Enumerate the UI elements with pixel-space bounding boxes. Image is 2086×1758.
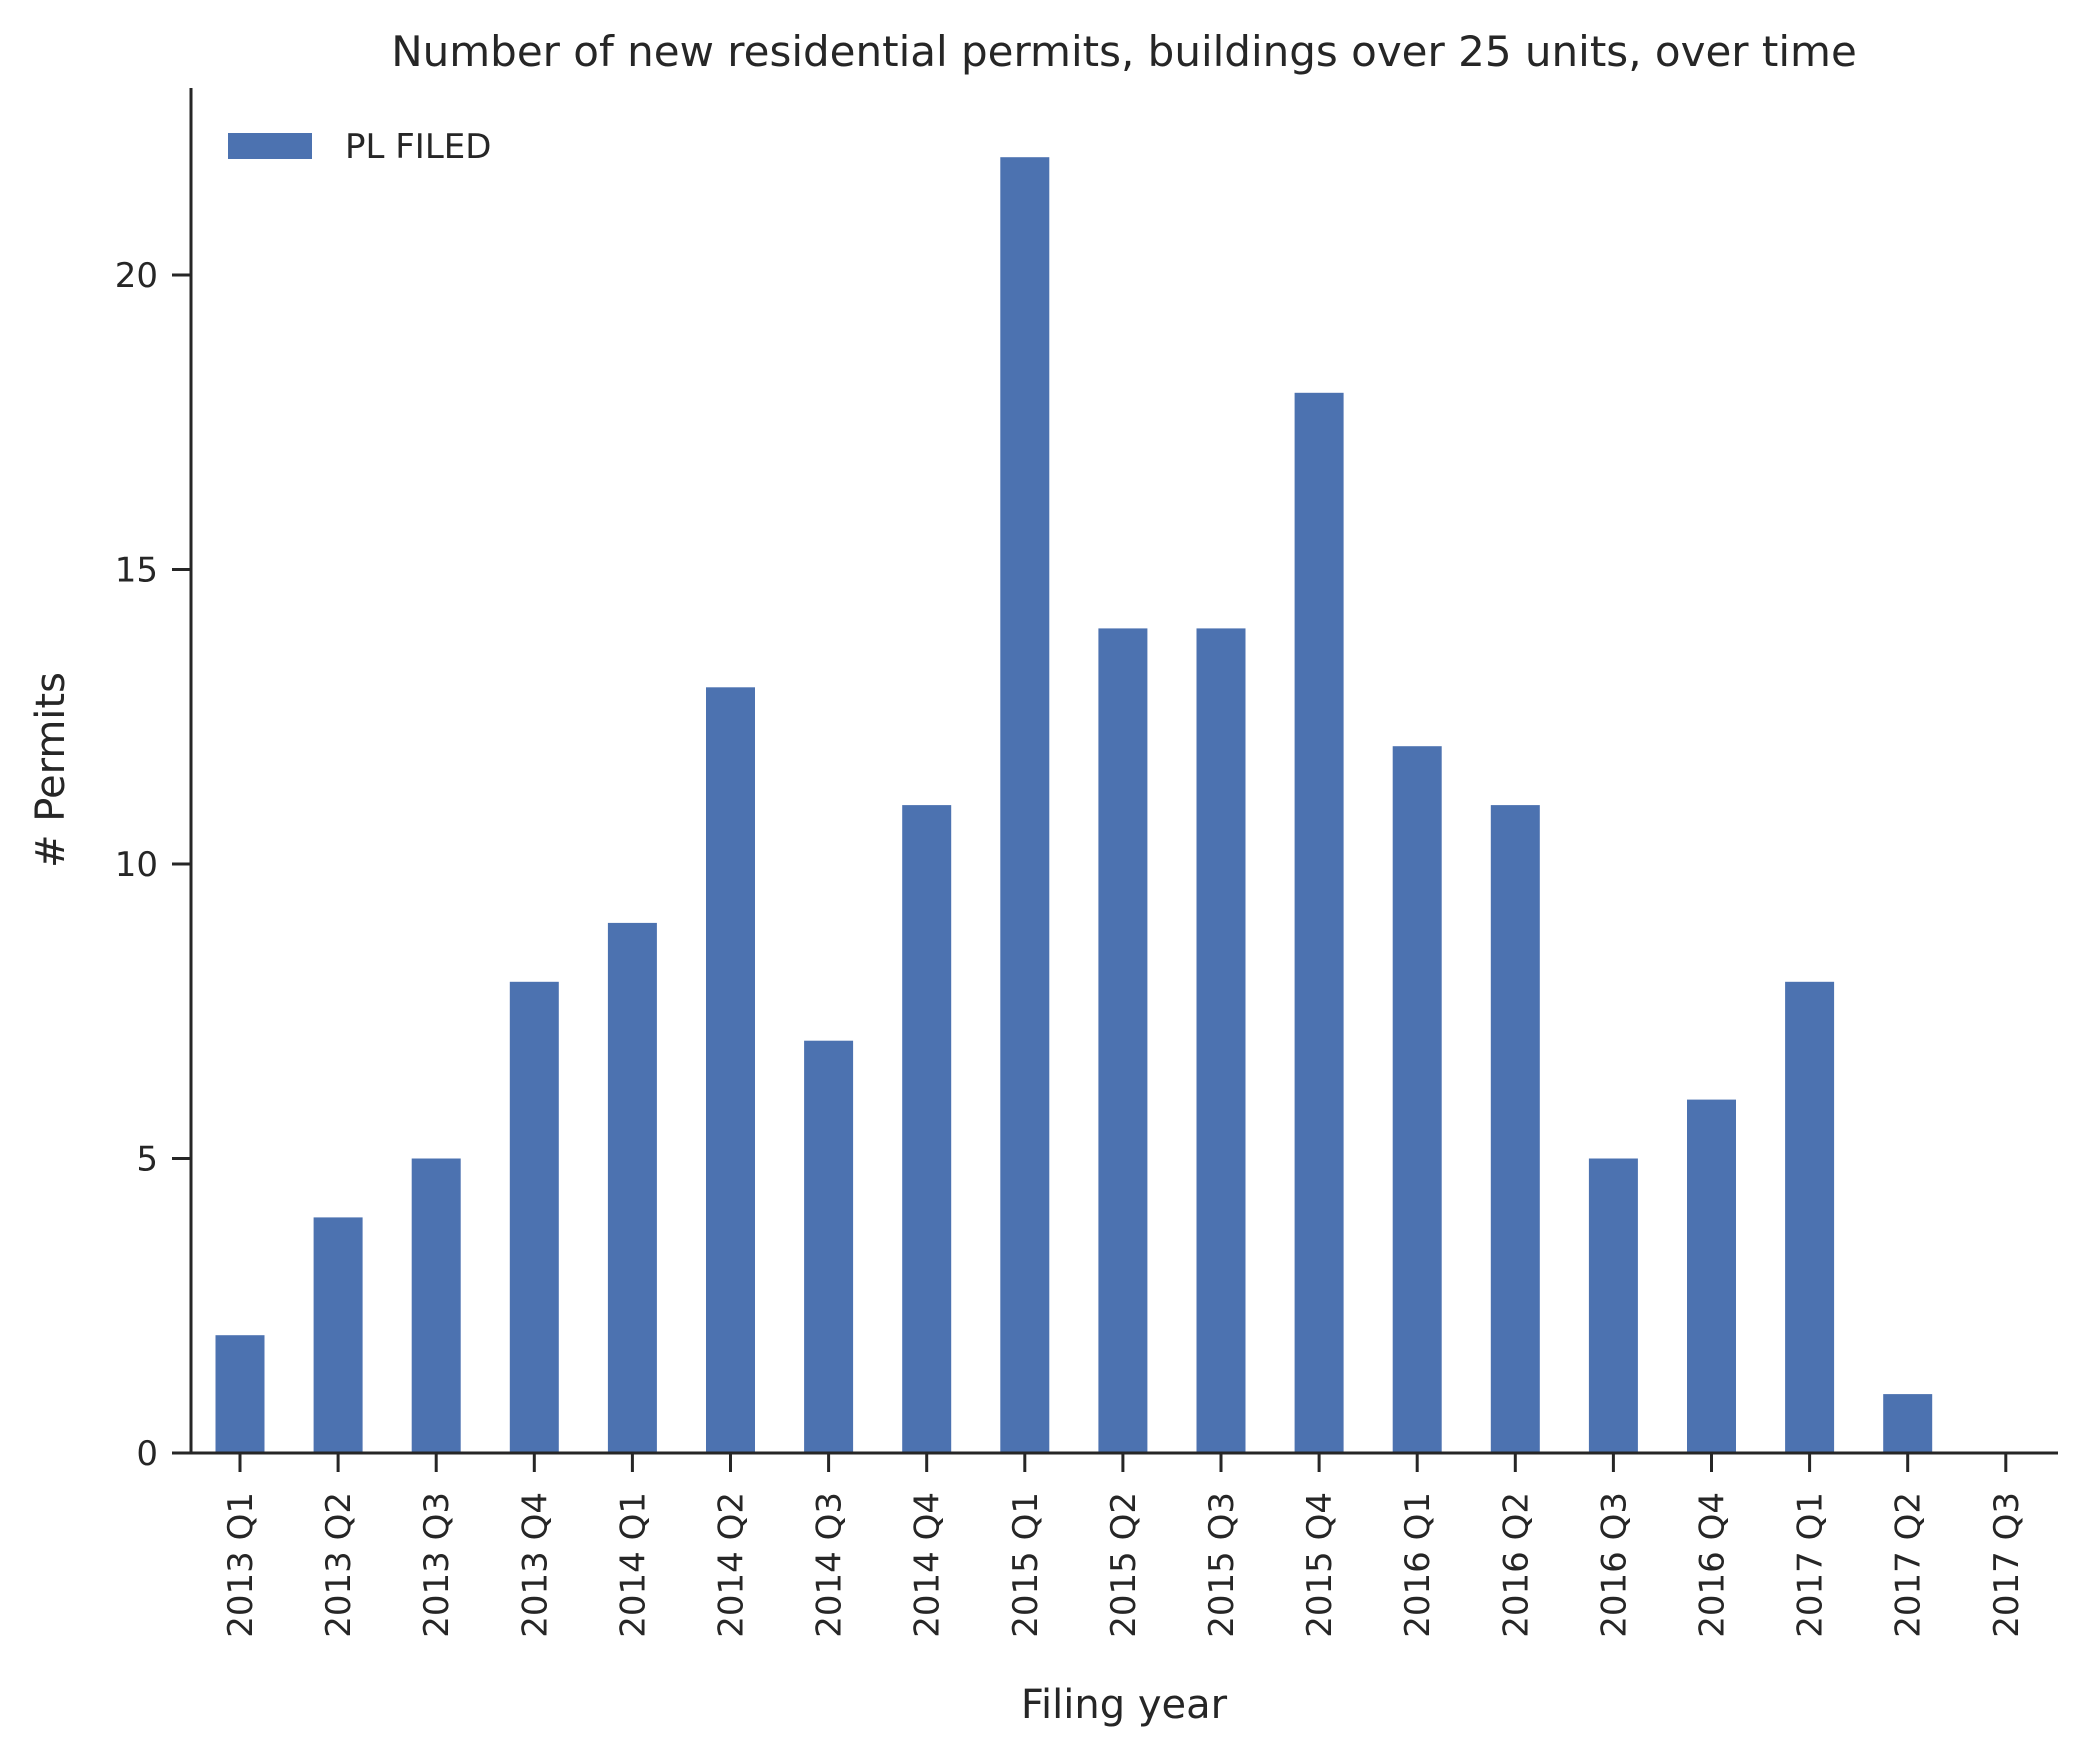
x-tick-label-2015-q4: 2015 Q4	[1300, 1492, 1340, 1638]
bar-2015-q1	[1000, 157, 1050, 1454]
legend-label-pl-filed: PL FILED	[345, 127, 491, 167]
bar-2015-q2	[1098, 628, 1148, 1453]
x-tick-label-2016-q2: 2016 Q2	[1496, 1492, 1536, 1638]
x-tick-label-2014-q3: 2014 Q3	[810, 1492, 850, 1638]
y-ticks-layer: 0 5 10 15 20	[115, 256, 191, 1474]
bars-layer	[215, 157, 1933, 1454]
x-tick-label-2014-q1: 2014 Q1	[613, 1492, 653, 1638]
bar-2017-q1	[1785, 981, 1835, 1453]
bar-2013-q3	[411, 1158, 461, 1453]
x-axis-label: Filing year	[1021, 1682, 1228, 1728]
y-tick-label-10: 10	[115, 845, 158, 885]
x-ticks-layer: 2013 Q1 2013 Q2 2013 Q3 2013 Q4 2014 Q1 2014 …	[221, 1453, 2027, 1638]
legend: PL FILED	[228, 127, 491, 167]
x-tick-label-2017-q3: 2017 Q3	[1987, 1492, 2027, 1638]
bar-2014-q3	[804, 1040, 854, 1453]
bar-2016-q1	[1392, 746, 1442, 1453]
y-tick-label-20: 20	[115, 256, 158, 296]
x-tick-label-2014-q2: 2014 Q2	[712, 1492, 752, 1638]
x-tick-label-2013-q1: 2013 Q1	[221, 1492, 261, 1638]
x-tick-label-2014-q4: 2014 Q4	[908, 1492, 948, 1638]
chart-title: Number of new residential permits, build…	[391, 27, 1857, 76]
bar-2015-q4	[1294, 392, 1344, 1453]
x-tick-label-2017-q1: 2017 Q1	[1791, 1492, 1831, 1638]
x-tick-label-2016-q3: 2016 Q3	[1594, 1492, 1634, 1638]
bar-2016-q4	[1687, 1099, 1736, 1453]
bar-2014-q2	[706, 687, 755, 1453]
bar-2013-q4	[509, 981, 559, 1453]
x-tick-label-2013-q2: 2013 Q2	[319, 1492, 359, 1638]
x-tick-label-2016-q4: 2016 Q4	[1693, 1492, 1733, 1638]
bar-2013-q2	[313, 1217, 363, 1453]
bar-2014-q1	[607, 922, 657, 1453]
bar-2016-q3	[1588, 1158, 1638, 1453]
y-tick-label-0: 0	[136, 1434, 158, 1474]
y-tick-label-5: 5	[136, 1140, 158, 1180]
x-tick-label-2015-q2: 2015 Q2	[1104, 1492, 1144, 1638]
bar-2015-q3	[1196, 628, 1246, 1453]
bar-2016-q2	[1490, 805, 1540, 1453]
bar-2013-q1	[215, 1335, 265, 1453]
y-axis-label: # Permits	[28, 672, 74, 868]
x-tick-label-2016-q1: 2016 Q1	[1398, 1492, 1438, 1638]
x-tick-label-2013-q4: 2013 Q4	[515, 1492, 555, 1638]
legend-swatch-pl-filed	[228, 133, 312, 159]
x-tick-label-2017-q2: 2017 Q2	[1889, 1492, 1929, 1638]
y-tick-label-15: 15	[115, 551, 158, 591]
bar-2017-q2	[1883, 1394, 1933, 1453]
x-tick-label-2015-q1: 2015 Q1	[1006, 1492, 1046, 1638]
x-tick-label-2013-q3: 2013 Q3	[417, 1492, 457, 1638]
x-tick-label-2015-q3: 2015 Q3	[1202, 1492, 1242, 1638]
bar-2014-q4	[902, 805, 952, 1453]
